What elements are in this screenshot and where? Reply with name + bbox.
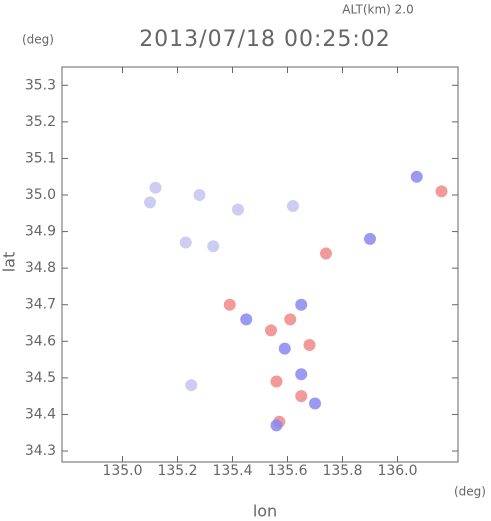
echo-cell — [410, 170, 423, 183]
y-tick-label: 34.4 — [25, 406, 56, 422]
echo-cell — [435, 185, 448, 198]
x-tick-label: 136.0 — [377, 463, 417, 479]
echo-cell — [144, 196, 156, 209]
echo-cell — [295, 368, 308, 381]
echo-cell — [207, 240, 220, 253]
x-tick-label: 135.6 — [267, 463, 307, 479]
echo-cell — [223, 298, 236, 311]
echo-cell — [270, 375, 283, 388]
x-tick-label: 135.0 — [102, 463, 142, 479]
echo-cell — [284, 313, 297, 326]
echo-cell — [295, 298, 308, 311]
echo-cell — [232, 203, 244, 216]
echo-cell — [320, 247, 332, 260]
x-tick-label: 135.4 — [212, 463, 252, 479]
x-tick-label: 135.2 — [157, 463, 197, 479]
y-tick-label: 35.2 — [25, 114, 56, 130]
chart-title: 2013/07/18 00:25:02 — [139, 27, 391, 52]
echo-cell — [295, 390, 308, 403]
echo-cell — [364, 232, 376, 245]
x-axis-label: lon — [253, 502, 277, 521]
echo-cell — [270, 419, 283, 432]
echo-cell — [149, 181, 162, 194]
echo-cell — [179, 236, 192, 249]
echo-cell — [287, 199, 299, 212]
echo-cell — [240, 313, 253, 326]
y-tick-label: 34.5 — [25, 370, 56, 386]
y-unit: (deg) — [22, 33, 54, 47]
x-tick-label: 135.8 — [322, 463, 362, 479]
echo-cell — [193, 189, 206, 202]
y-tick-label: 34.3 — [25, 443, 56, 459]
echo-cell — [303, 338, 316, 351]
y-tick-label: 35.0 — [25, 187, 56, 203]
y-tick-label: 34.6 — [25, 333, 56, 349]
echo-cell — [278, 342, 291, 355]
echo-cell — [265, 324, 277, 337]
x-unit: (deg) — [454, 485, 486, 499]
altitude-label: ALT(km) 2.0 — [342, 3, 413, 17]
y-axis-label: lat — [0, 252, 19, 273]
y-tick-label: 35.3 — [25, 77, 56, 93]
echo-cell — [309, 397, 321, 410]
y-tick-label: 35.1 — [25, 150, 56, 166]
y-tick-label: 34.8 — [25, 260, 56, 276]
plot-frame — [61, 66, 459, 463]
echo-cell — [185, 379, 198, 392]
y-tick-label: 34.7 — [25, 297, 56, 313]
y-tick-label: 34.9 — [25, 224, 56, 240]
